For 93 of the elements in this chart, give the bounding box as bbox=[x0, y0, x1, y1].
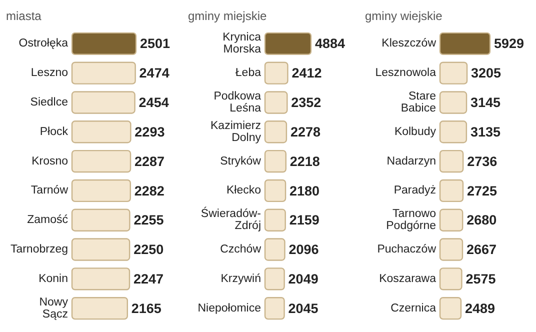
y-tick-label: Nowy Sącz bbox=[39, 296, 68, 320]
y-tick-label: Tarnowo Podgórne bbox=[386, 208, 436, 232]
data-label: 4884 bbox=[315, 36, 346, 52]
bar bbox=[439, 238, 464, 261]
data-label: 2165 bbox=[131, 300, 162, 316]
y-tick-label: Krzywiń bbox=[220, 272, 261, 285]
y-tick-label: Czchów bbox=[220, 244, 262, 256]
data-label: 3145 bbox=[470, 95, 502, 110]
data-label: 2412 bbox=[292, 66, 322, 81]
y-tick-label: Stryków bbox=[220, 155, 262, 168]
bar bbox=[439, 150, 464, 173]
y-tick-label: Niepołomice bbox=[198, 302, 261, 314]
data-label: 2680 bbox=[466, 212, 497, 228]
bar bbox=[439, 296, 462, 320]
bar bbox=[439, 268, 462, 290]
bar bbox=[71, 62, 136, 84]
y-tick-label: Krosno bbox=[32, 155, 68, 168]
y-tick-label: Kłecko bbox=[226, 184, 261, 197]
bar bbox=[264, 296, 285, 320]
bar bbox=[264, 179, 286, 202]
y-tick-label: Tarnów bbox=[30, 184, 69, 197]
bar bbox=[71, 120, 132, 144]
y-tick-label: Nadarzyn bbox=[386, 155, 436, 168]
data-label: 2250 bbox=[134, 242, 164, 258]
chart-title: miasta bbox=[6, 9, 42, 23]
data-label: 2575 bbox=[466, 271, 496, 286]
chart-title: gminy miejskie bbox=[188, 9, 268, 23]
chart-title: gminy wiejskie bbox=[365, 9, 443, 23]
y-tick-label: Czernica bbox=[390, 302, 437, 314]
y-tick-label: Koszarawa bbox=[379, 272, 437, 285]
bar bbox=[71, 268, 130, 290]
data-label: 2045 bbox=[288, 300, 319, 316]
bar bbox=[439, 120, 468, 144]
data-label: 3205 bbox=[471, 66, 502, 81]
y-tick-label: Płock bbox=[40, 126, 68, 138]
bar bbox=[439, 62, 468, 84]
y-tick-label: Kolbudy bbox=[394, 126, 436, 138]
y-tick-label: Siedlce bbox=[30, 96, 68, 109]
bar bbox=[264, 238, 286, 261]
data-label: 2736 bbox=[467, 154, 498, 169]
bar bbox=[264, 120, 288, 144]
y-tick-label: Leszno bbox=[30, 67, 68, 80]
bar bbox=[71, 238, 130, 261]
data-label: 2247 bbox=[134, 271, 164, 286]
y-tick-label: Lesznowola bbox=[375, 67, 437, 80]
y-tick-label: Kazimierz Dolny bbox=[210, 120, 262, 144]
bar bbox=[71, 150, 132, 173]
data-label: 2501 bbox=[140, 36, 171, 52]
bar bbox=[439, 32, 491, 56]
data-label: 2454 bbox=[138, 95, 170, 110]
data-label: 2218 bbox=[290, 154, 320, 169]
bar bbox=[264, 208, 286, 232]
data-label: 2489 bbox=[464, 300, 496, 316]
y-tick-label: Krynica Morska bbox=[222, 32, 262, 56]
y-tick-label: Kleszczów bbox=[382, 38, 437, 50]
data-label: 2725 bbox=[466, 183, 498, 198]
data-label: 3135 bbox=[470, 124, 501, 140]
y-tick-label: Konin bbox=[38, 272, 68, 285]
data-label: 2282 bbox=[134, 183, 164, 198]
y-tick-label: Tarnobrzeg bbox=[10, 244, 68, 256]
bar bbox=[71, 32, 137, 56]
data-label: 2159 bbox=[289, 212, 320, 228]
data-label: 2352 bbox=[291, 95, 322, 110]
bar bbox=[71, 179, 131, 202]
bar bbox=[71, 91, 136, 114]
bar bbox=[439, 208, 464, 232]
bar bbox=[264, 150, 286, 173]
y-tick-label: Świeradów-Zdrój bbox=[200, 206, 262, 232]
data-label: 2049 bbox=[288, 271, 318, 286]
y-tick-label: Zamość bbox=[27, 214, 68, 226]
y-tick-label: Puchaczów bbox=[377, 244, 437, 256]
bar bbox=[264, 91, 288, 114]
bar bbox=[71, 296, 128, 320]
data-label: 2278 bbox=[290, 124, 321, 140]
bar bbox=[264, 32, 312, 56]
bar bbox=[264, 268, 285, 290]
bar bbox=[439, 179, 464, 202]
data-label: 2096 bbox=[288, 242, 320, 258]
bar bbox=[71, 208, 130, 232]
y-tick-label: Podkowa Leśna bbox=[214, 90, 262, 115]
data-label: 2293 bbox=[134, 124, 166, 140]
data-label: 5929 bbox=[494, 36, 524, 52]
bar bbox=[264, 62, 288, 84]
y-tick-label: Paradyż bbox=[394, 184, 436, 197]
data-label: 2474 bbox=[139, 66, 170, 81]
data-label: 2287 bbox=[134, 154, 165, 169]
y-tick-label: Ostrołęka bbox=[18, 38, 69, 50]
y-tick-label: Stare Babice bbox=[400, 90, 436, 115]
y-tick-label: Łeba bbox=[235, 67, 262, 80]
bar bbox=[439, 91, 468, 114]
data-label: 2180 bbox=[290, 183, 320, 198]
data-label: 2255 bbox=[134, 212, 164, 228]
data-label: 2667 bbox=[466, 242, 497, 258]
